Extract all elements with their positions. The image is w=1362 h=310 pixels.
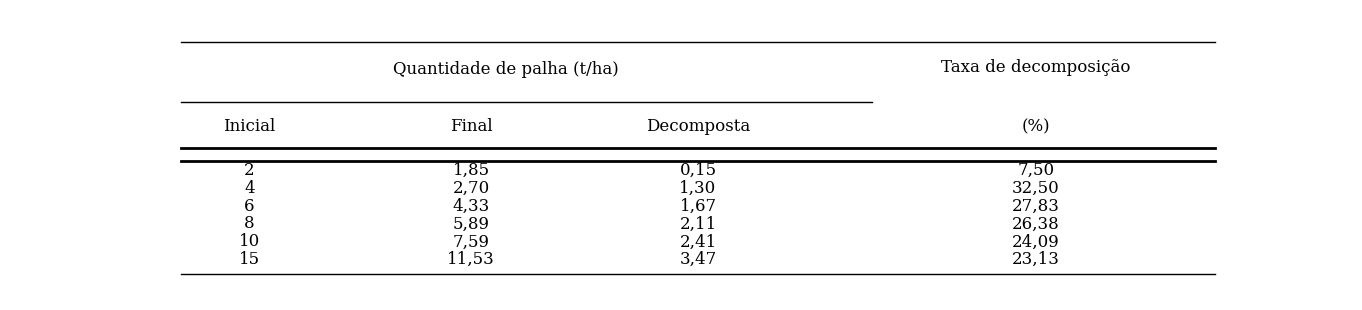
Text: 2,41: 2,41	[680, 233, 716, 250]
Text: 1,85: 1,85	[452, 162, 490, 179]
Text: 2,11: 2,11	[680, 215, 716, 232]
Text: 7,50: 7,50	[1017, 162, 1054, 179]
Text: Quantidade de palha (t/ha): Quantidade de palha (t/ha)	[392, 61, 618, 78]
Text: Taxa de decomposição: Taxa de decomposição	[941, 59, 1130, 76]
Text: 2,70: 2,70	[452, 180, 490, 197]
Text: Final: Final	[449, 118, 493, 135]
Text: 32,50: 32,50	[1012, 180, 1060, 197]
Text: 4,33: 4,33	[452, 197, 490, 215]
Text: 4: 4	[244, 180, 255, 197]
Text: 5,89: 5,89	[452, 215, 489, 232]
Text: 15: 15	[238, 251, 260, 268]
Text: 10: 10	[238, 233, 260, 250]
Text: Decomposta: Decomposta	[646, 118, 750, 135]
Text: 0,15: 0,15	[680, 162, 716, 179]
Text: 1,67: 1,67	[680, 197, 716, 215]
Text: 11,53: 11,53	[447, 251, 494, 268]
Text: 3,47: 3,47	[680, 251, 716, 268]
Text: 27,83: 27,83	[1012, 197, 1060, 215]
Text: (%): (%)	[1022, 118, 1050, 135]
Text: Inicial: Inicial	[223, 118, 275, 135]
Text: 2: 2	[244, 162, 255, 179]
Text: 23,13: 23,13	[1012, 251, 1060, 268]
Text: 7,59: 7,59	[452, 233, 489, 250]
Text: 24,09: 24,09	[1012, 233, 1060, 250]
Text: 8: 8	[244, 215, 255, 232]
Text: 1,30: 1,30	[680, 180, 716, 197]
Text: 6: 6	[244, 197, 255, 215]
Text: 26,38: 26,38	[1012, 215, 1060, 232]
